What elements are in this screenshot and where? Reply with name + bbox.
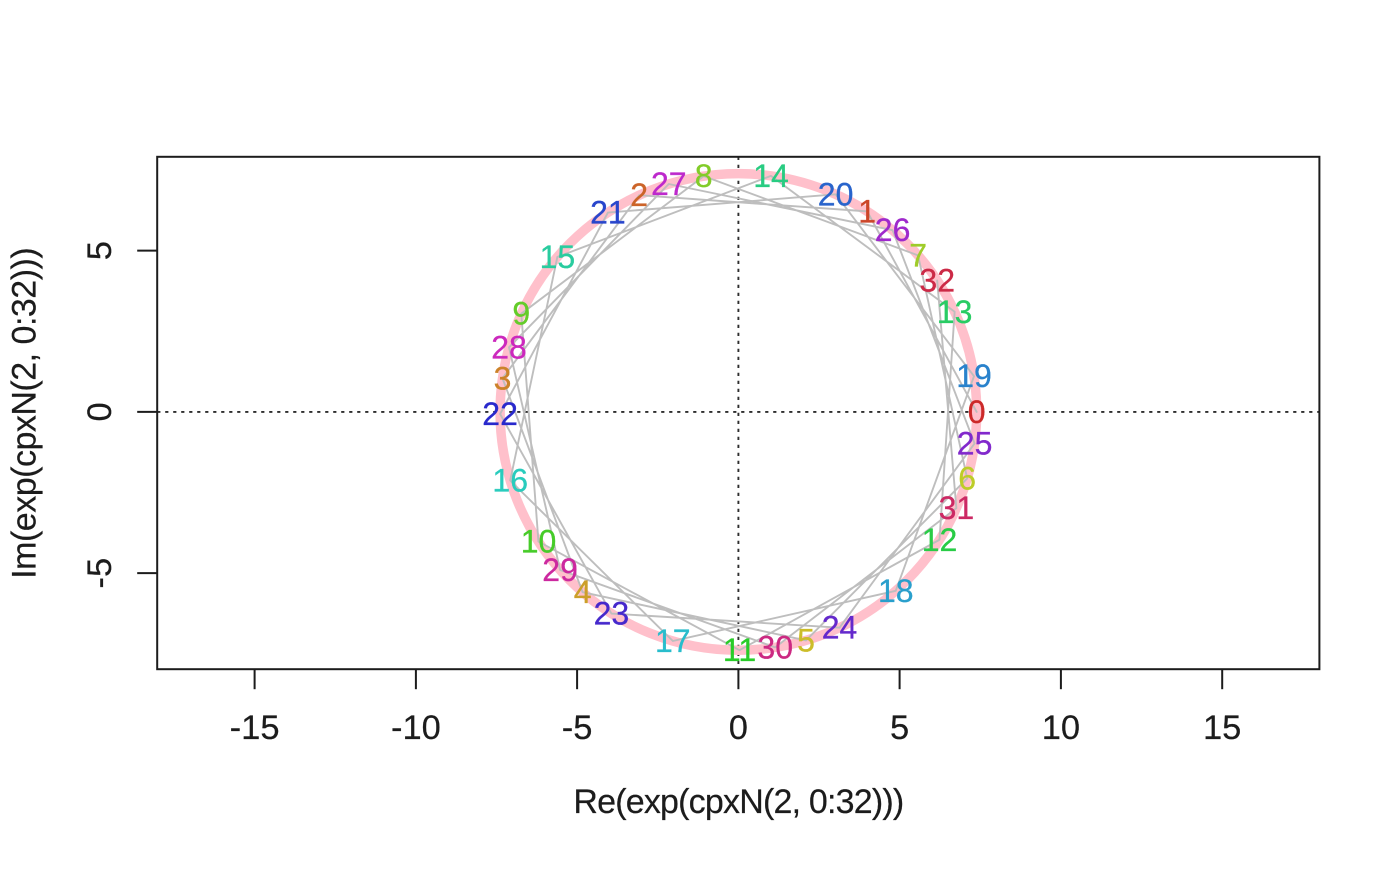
svg-text:5: 5: [890, 709, 909, 747]
svg-text:5: 5: [797, 622, 815, 658]
svg-text:-5: -5: [81, 558, 119, 589]
svg-text:7: 7: [909, 237, 927, 273]
svg-text:16: 16: [492, 463, 528, 499]
svg-text:14: 14: [753, 158, 789, 194]
svg-text:22: 22: [482, 396, 518, 432]
svg-text:0: 0: [968, 394, 986, 430]
svg-text:9: 9: [512, 296, 530, 332]
svg-text:20: 20: [818, 176, 854, 212]
svg-text:26: 26: [875, 212, 911, 248]
svg-text:0: 0: [729, 709, 748, 747]
svg-text:15: 15: [540, 239, 576, 275]
svg-text:-15: -15: [230, 709, 280, 747]
svg-text:5: 5: [81, 241, 119, 260]
svg-text:17: 17: [655, 623, 691, 659]
svg-text:4: 4: [574, 574, 592, 610]
svg-text:28: 28: [491, 329, 527, 365]
svg-text:32: 32: [919, 263, 955, 299]
svg-text:31: 31: [939, 490, 975, 526]
svg-text:13: 13: [937, 294, 973, 330]
svg-text:-10: -10: [391, 709, 441, 747]
svg-text:29: 29: [542, 552, 578, 588]
svg-text:15: 15: [1203, 709, 1241, 747]
svg-text:10: 10: [1042, 709, 1080, 747]
svg-text:2: 2: [630, 177, 648, 213]
svg-text:18: 18: [878, 573, 914, 609]
svg-text:21: 21: [590, 195, 626, 231]
svg-text:23: 23: [594, 596, 630, 632]
svg-text:8: 8: [695, 158, 713, 194]
svg-text:-5: -5: [562, 709, 593, 747]
svg-text:30: 30: [757, 629, 793, 665]
svg-text:Re(exp(cpxN(2, 0:32))): Re(exp(cpxN(2, 0:32))): [573, 783, 903, 821]
svg-text:25: 25: [957, 425, 993, 461]
svg-text:10: 10: [521, 524, 557, 560]
svg-text:6: 6: [958, 461, 976, 497]
svg-text:24: 24: [822, 610, 858, 646]
svg-text:0: 0: [81, 402, 119, 421]
svg-text:27: 27: [651, 166, 687, 202]
svg-text:12: 12: [922, 522, 958, 558]
svg-text:3: 3: [494, 360, 512, 396]
svg-text:11: 11: [723, 632, 756, 668]
svg-text:1: 1: [858, 193, 876, 229]
svg-text:19: 19: [956, 358, 992, 394]
svg-text:Im(exp(cpxN(2, 0:32))): Im(exp(cpxN(2, 0:32))): [6, 248, 44, 579]
